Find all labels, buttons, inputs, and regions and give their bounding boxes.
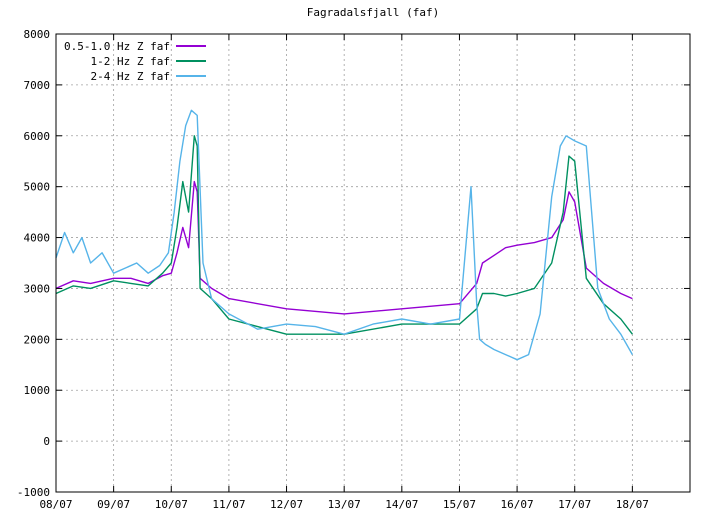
y-tick-label: 1000: [24, 384, 51, 397]
x-tick-label: 18/07: [616, 498, 649, 511]
legend-label: 2-4 Hz Z faf: [91, 70, 170, 83]
legend-label: 0.5-1.0 Hz Z faf: [64, 40, 170, 53]
x-tick-label: 15/07: [443, 498, 476, 511]
y-tick-label: 3000: [24, 282, 51, 295]
grid: [56, 34, 690, 492]
chart-title: Fagradalsfjall (faf): [307, 6, 439, 19]
y-tick-label: 0: [43, 435, 50, 448]
axes: -1000 0 1000 2000 3000 4000 5000 6000 7000 8000 08…: [17, 28, 691, 511]
y-tick-label: -1000: [17, 486, 50, 499]
x-tick-label: 16/07: [501, 498, 534, 511]
series-line-2: [55, 135, 633, 335]
x-tick-label: 09/07: [97, 498, 130, 511]
x-tick-label: 13/07: [328, 498, 361, 511]
x-tick-label: 08/07: [39, 498, 72, 511]
legend: 0.5-1.0 Hz Z faf 1-2 Hz Z faf 2-4 Hz Z faf: [64, 40, 206, 83]
x-tick-label: 11/07: [212, 498, 245, 511]
y-tick-label: 2000: [24, 333, 51, 346]
y-tick-label: 5000: [24, 181, 51, 194]
x-tick-label: 14/07: [385, 498, 418, 511]
plot-area: [55, 109, 634, 361]
y-tick-label: 4000: [24, 232, 51, 245]
y-tick-label: 6000: [24, 130, 51, 143]
y-tick-label: 7000: [24, 79, 51, 92]
plot-frame: [55, 33, 691, 493]
x-tick-label: 12/07: [270, 498, 303, 511]
x-tick-label: 17/07: [558, 498, 591, 511]
series-line-3: [55, 109, 634, 361]
legend-label: 1-2 Hz Z faf: [91, 55, 170, 68]
x-tick-label: 10/07: [155, 498, 188, 511]
y-tick-label: 8000: [24, 28, 51, 41]
